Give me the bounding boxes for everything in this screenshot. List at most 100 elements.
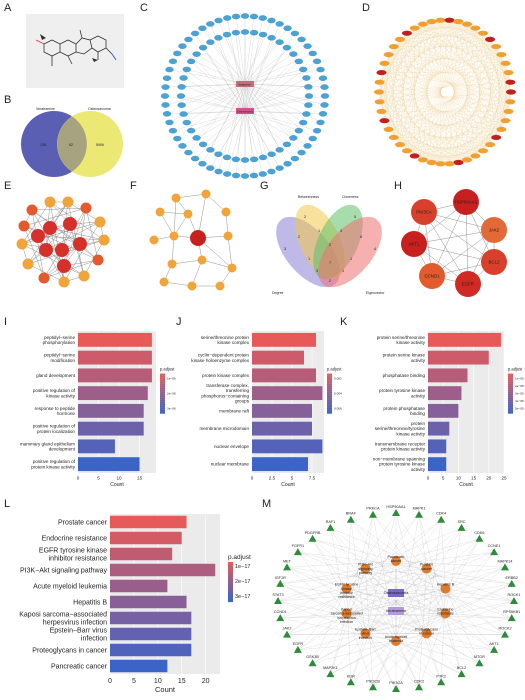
network-m-edge	[286, 633, 427, 635]
venn-g-count: 3	[340, 229, 342, 233]
network-d-edge	[467, 63, 506, 160]
network-c-gene-node	[316, 66, 325, 73]
legend-gradient	[327, 377, 332, 380]
network-d-node	[426, 18, 437, 25]
network-d-node	[491, 43, 502, 50]
network-m-edge	[445, 613, 495, 650]
network-m-gene-node	[507, 614, 516, 622]
network-d-edge	[431, 72, 509, 163]
network-d-node	[435, 17, 446, 23]
network-d-edge	[393, 27, 476, 47]
network-h-node-label: AKT1	[409, 242, 421, 247]
network-m-gene-label: ROCK2	[498, 627, 511, 631]
network-c-gene-node	[316, 119, 325, 126]
network-edge	[31, 209, 99, 261]
network-c-gene-node	[267, 35, 276, 41]
bar	[78, 421, 144, 436]
network-h-node-label: JAK2	[489, 228, 500, 233]
wedge-bond	[40, 34, 46, 40]
network-c-gene-node	[289, 51, 298, 57]
network-c-gene-node	[302, 111, 311, 117]
category-label: protein kinase complex	[202, 373, 250, 378]
network-m-pathway-label: EGFR tyrosine	[335, 583, 359, 587]
network-h-node-label: CCND1	[424, 274, 440, 279]
network-m-gene-label: MET	[283, 559, 292, 563]
network-m-edge	[441, 588, 446, 683]
network-node	[38, 272, 50, 284]
network-m-gene-label: IGF1R	[275, 576, 286, 580]
network-c-gene-node	[283, 25, 292, 32]
network-m-edge	[395, 512, 427, 634]
network-d-edge	[489, 63, 506, 145]
network-d-node	[388, 43, 399, 50]
network-m-pathway-node	[440, 583, 451, 594]
network-d-edge	[449, 33, 484, 164]
network-m-edge	[395, 560, 442, 683]
network-m-edge	[330, 613, 347, 675]
legend-gradient	[160, 397, 165, 400]
network-c-gene-node	[223, 171, 232, 177]
x-tick-label: 25	[501, 476, 507, 481]
network-c-gene-node	[223, 15, 232, 21]
molecule-bonds	[43, 29, 113, 66]
legend-gradient	[327, 383, 332, 386]
x-axis-label: Count	[459, 482, 473, 488]
network-d-edge	[406, 24, 423, 151]
network-c-edge	[167, 110, 246, 114]
legend-gradient	[160, 411, 165, 414]
panel-e-network	[16, 196, 110, 288]
network-edge	[49, 227, 65, 283]
bar	[110, 515, 187, 529]
network-d-node	[500, 118, 511, 124]
network-d-edge	[508, 72, 511, 102]
network-m-edge	[418, 613, 446, 688]
network-m-pathway-label: infection	[340, 620, 353, 624]
network-d-edge	[406, 33, 423, 160]
network-m-edge	[286, 567, 366, 634]
network-m-edge	[395, 560, 506, 635]
network-c-gene-node	[299, 66, 308, 73]
network-d-edge	[449, 20, 511, 83]
network-c-edge	[226, 83, 246, 158]
network-c-edge	[183, 77, 246, 112]
legend-tick: 3e−05	[515, 392, 524, 396]
network-d-node	[462, 157, 473, 163]
network-m-edge	[365, 633, 480, 664]
network-m-edge	[286, 633, 366, 635]
network-m-pathway-label: Hepatitis B	[437, 583, 455, 587]
network-m-edge	[312, 633, 366, 664]
network-edge	[31, 209, 45, 279]
network-c-edge	[191, 110, 246, 131]
legend-gradient	[228, 574, 233, 577]
legend-gradient	[508, 397, 513, 400]
network-m-pathway-label: cancer	[391, 559, 403, 563]
x-axis-label: Count	[155, 685, 176, 694]
network-c-gene-node	[308, 50, 317, 57]
network-m-edge	[365, 568, 420, 688]
network-node	[159, 277, 169, 287]
network-m-edge	[365, 568, 495, 650]
network-edge	[23, 225, 81, 245]
network-m-edge	[350, 633, 427, 683]
panel-h-network: HSP90AA1 PIK3CA JAK2 BCL2 EGFR CCND1 AKT1	[401, 189, 507, 297]
network-m-edge	[365, 600, 515, 634]
network-edge	[21, 201, 51, 245]
network-node	[215, 281, 225, 291]
network-m-gene-label: EGFR	[293, 642, 304, 646]
network-d-edge	[458, 21, 506, 64]
network-edge	[173, 197, 177, 237]
network-h-edge	[465, 201, 469, 285]
network-d-node	[496, 51, 507, 58]
network-d-edge	[422, 24, 511, 102]
network-m-gene-node	[501, 563, 510, 571]
network-c-edge	[210, 42, 246, 85]
network-d-node	[496, 126, 507, 133]
network-c-gene-node	[308, 135, 317, 142]
network-d-edge	[388, 28, 476, 130]
network-d-edge	[381, 28, 415, 112]
network-c-gene-node	[222, 31, 232, 38]
bar	[252, 439, 323, 454]
legend-gradient	[228, 594, 233, 597]
network-m-gene-label: ROCK1	[507, 593, 520, 597]
network-d-edge	[449, 82, 511, 164]
